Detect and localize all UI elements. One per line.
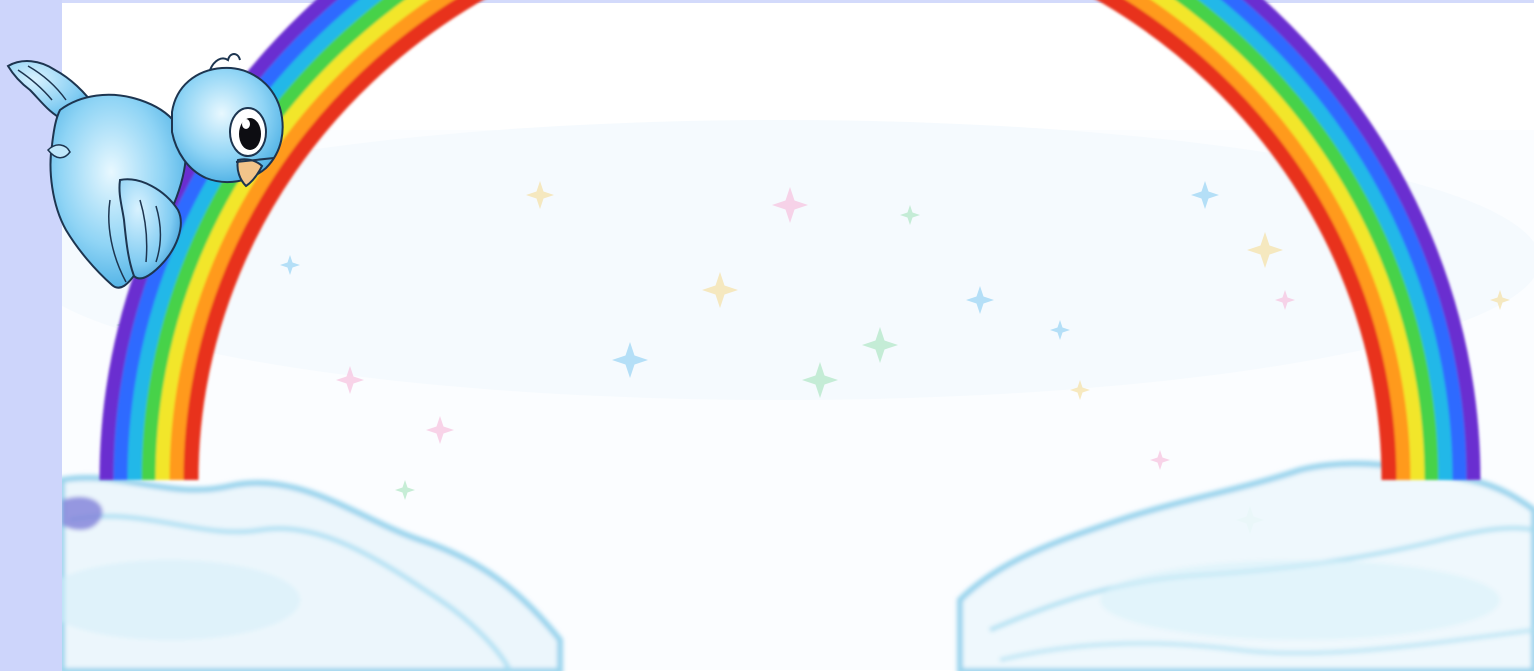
rainbow-band-7 — [183, 0, 1397, 481]
bird-front-wing — [118, 178, 182, 280]
bird-front-wing-feather-2 — [155, 205, 162, 263]
sparkle-3 — [772, 187, 808, 223]
sparkle-19 — [1150, 450, 1170, 470]
sparkle-5 — [1191, 181, 1219, 209]
sparkle-1 — [280, 255, 300, 275]
sparkle-12 — [862, 327, 898, 363]
sparkle-2 — [526, 181, 554, 209]
bird-beak-line — [235, 157, 275, 163]
sparkle-9 — [612, 342, 648, 378]
rainbow-band-5 — [155, 0, 1425, 481]
bird-tail-feather — [46, 144, 71, 159]
bluebird-icon — [6, 53, 284, 289]
cloud-tint-right — [1100, 560, 1500, 640]
rainbow-band-6 — [169, 0, 1411, 481]
rainbow-band-4 — [141, 0, 1439, 481]
cloud-tint-left — [62, 560, 300, 640]
bird-back-wing-feather-1 — [17, 69, 53, 101]
sparkle-7 — [1275, 290, 1295, 310]
sparkle-6 — [1247, 232, 1283, 268]
sparkle-24 — [802, 362, 838, 398]
bird-back-wing-feather-2 — [27, 65, 67, 101]
bottom-clouds — [62, 460, 1534, 671]
sparkle-13 — [1050, 320, 1070, 340]
sparkle-18 — [702, 272, 738, 308]
sparkle-10 — [1070, 380, 1090, 400]
bird-eye-shine — [242, 119, 250, 129]
sparkle-23 — [336, 366, 364, 394]
left-cloud-bump — [62, 496, 103, 530]
top-margin-strip — [62, 0, 1534, 3]
sparkle-11 — [426, 416, 454, 444]
bird-crest — [209, 53, 241, 71]
sparkle-16 — [395, 480, 415, 500]
bird-front-wing-feather-1 — [139, 199, 148, 263]
sparkle-22 — [1490, 290, 1510, 310]
bird-belly-line — [108, 199, 127, 283]
left-cloud-inner — [69, 513, 513, 671]
sparkle-17 — [966, 286, 994, 314]
sparkle-4 — [900, 205, 920, 225]
right-cloud-base — [999, 627, 1534, 663]
